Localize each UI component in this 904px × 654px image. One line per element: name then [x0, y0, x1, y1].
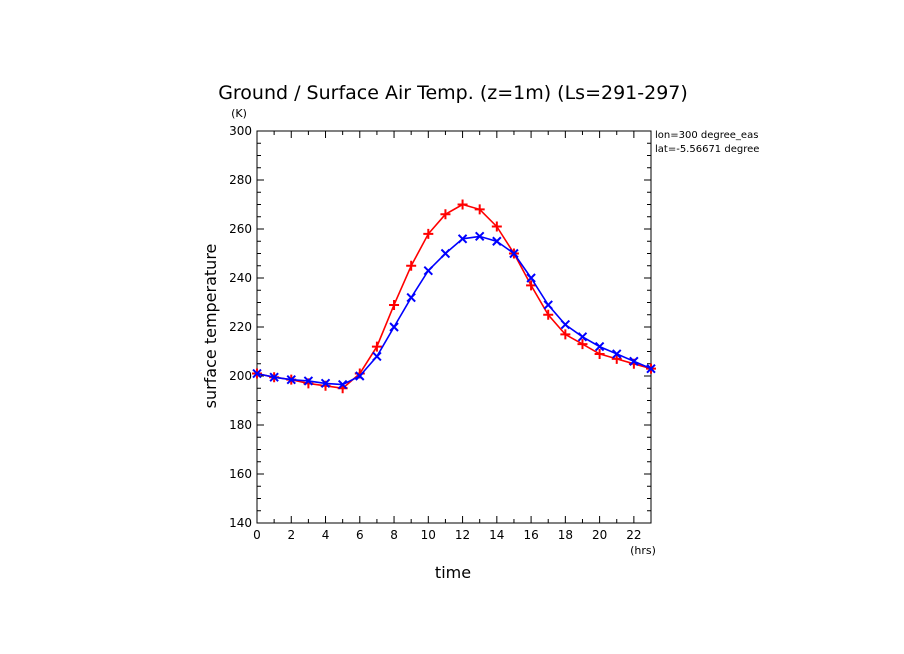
y-axis-label: surface temperature — [201, 244, 220, 409]
series-1-point — [457, 199, 468, 210]
series-2-point — [355, 371, 365, 381]
series-2-point — [560, 319, 571, 330]
series-2-point — [440, 248, 451, 259]
y-tick-label: 180 — [229, 418, 252, 432]
x-tick-label: 14 — [489, 528, 504, 542]
series-1-point — [594, 348, 605, 359]
x-tick-label: 4 — [322, 528, 330, 542]
series-1-point — [526, 280, 537, 291]
series-2-point — [526, 273, 536, 283]
series-2-point — [406, 292, 416, 303]
series-1-point — [543, 309, 554, 320]
y-tick-label: 300 — [229, 124, 252, 138]
series-2-point — [423, 265, 434, 276]
series-1-point — [423, 228, 434, 239]
x-tick-label: 8 — [390, 528, 398, 542]
series-2-point — [457, 234, 468, 244]
series-1-point — [440, 209, 451, 220]
series-2-point — [303, 376, 314, 386]
x-axis-label: time — [435, 563, 471, 582]
y-tick-label: 260 — [229, 222, 252, 236]
annotation-lat: lat=-5.56671 degree — [655, 144, 759, 155]
y-tick-label: 240 — [229, 271, 252, 285]
series-1-point — [474, 204, 485, 215]
x-tick-label: 10 — [421, 528, 436, 542]
series-2-point — [629, 356, 639, 367]
x-tick-label: 6 — [356, 528, 364, 542]
series-2-point — [389, 322, 399, 332]
plot-frame — [256, 130, 652, 524]
x-tick-label: 12 — [455, 528, 470, 542]
series-2-point — [543, 300, 553, 310]
series-2-point — [252, 368, 262, 379]
series-1-point — [406, 260, 417, 271]
series-2-point — [286, 374, 296, 385]
x-axis-unit: (hrs) — [630, 544, 656, 557]
series-2-point — [474, 231, 485, 242]
x-tick-label: 0 — [253, 528, 261, 542]
series-1-point — [491, 221, 502, 232]
series-1-point — [371, 341, 382, 352]
series-1-point — [389, 299, 400, 310]
x-tick-label: 22 — [626, 528, 641, 542]
x-tick-label: 18 — [558, 528, 573, 542]
y-tick-label: 280 — [229, 173, 252, 187]
y-tick-label: 220 — [229, 320, 252, 334]
chart-title: Ground / Surface Air Temp. (z=1m) (Ls=29… — [218, 82, 688, 104]
y-axis-unit: (K) — [231, 107, 247, 120]
x-tick-label: 20 — [592, 528, 607, 542]
y-tick-label: 200 — [229, 369, 252, 383]
plot-area: 0 2 4 6 8 10 12 14 16 18 20 22 140 160 180 200 220 240 260… — [229, 124, 656, 542]
series-1-point — [611, 353, 622, 364]
series-2-point — [594, 341, 605, 352]
series-2-point — [320, 378, 331, 389]
series-2-point — [646, 363, 656, 374]
y-tick-label: 160 — [229, 467, 252, 481]
series-2-point — [509, 248, 519, 259]
series-line-1 — [256, 203, 652, 390]
y-tick-label: 140 — [229, 516, 252, 530]
series-2-point — [612, 349, 622, 359]
series-2-point — [337, 379, 348, 390]
x-tick-label: 16 — [523, 528, 538, 542]
x-tick-label: 2 — [287, 528, 295, 542]
series-1-point — [577, 339, 588, 350]
series-1-point — [560, 329, 571, 340]
series-2-point — [492, 236, 502, 246]
series-2-point — [269, 372, 279, 382]
series-line-2 — [256, 235, 652, 386]
series-2-point — [372, 351, 382, 362]
series-2-point — [577, 332, 588, 342]
annotation-lon: lon=300 degree_eas — [655, 130, 758, 141]
